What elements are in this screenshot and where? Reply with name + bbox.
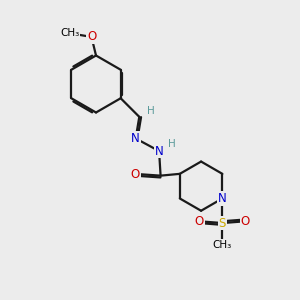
Text: S: S (219, 217, 226, 230)
Text: N: N (218, 192, 227, 205)
Text: O: O (195, 215, 204, 228)
Text: CH₃: CH₃ (213, 240, 232, 250)
Text: O: O (87, 30, 96, 44)
Text: O: O (241, 215, 250, 228)
Text: H: H (147, 106, 154, 116)
Text: N: N (155, 145, 164, 158)
Text: H: H (168, 140, 176, 149)
Text: CH₃: CH₃ (60, 28, 80, 38)
Text: N: N (131, 132, 140, 145)
Text: O: O (131, 168, 140, 181)
